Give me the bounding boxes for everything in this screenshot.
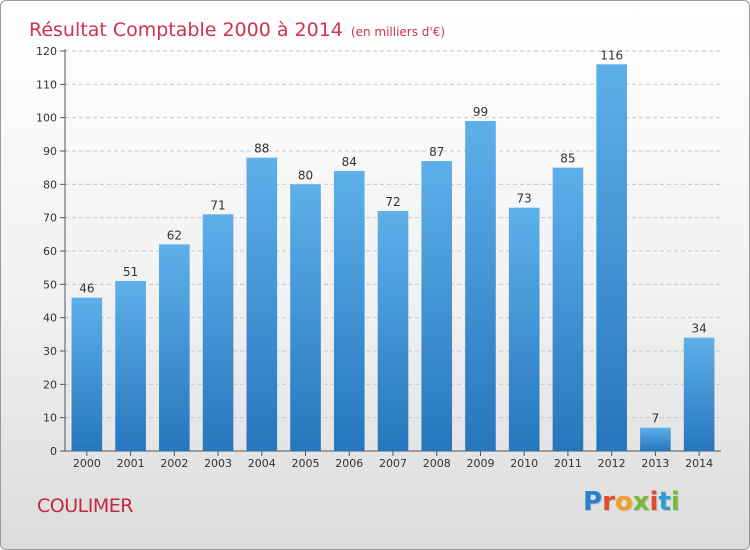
logo-letter: t bbox=[658, 487, 671, 517]
bar-2006 bbox=[333, 171, 365, 451]
bar-2004 bbox=[246, 157, 278, 451]
y-tick-label: 20 bbox=[43, 378, 57, 391]
data-label: 46 bbox=[79, 282, 94, 296]
bar-2003 bbox=[202, 214, 234, 451]
bar-2005 bbox=[290, 184, 321, 452]
data-label: 116 bbox=[600, 48, 623, 62]
bar-2000 bbox=[71, 297, 103, 451]
data-label: 99 bbox=[473, 105, 488, 119]
logo-letter: r bbox=[602, 487, 615, 517]
x-tick-label: 2012 bbox=[598, 457, 626, 470]
x-tick-label: 2004 bbox=[248, 457, 276, 470]
bar-2012 bbox=[596, 64, 627, 452]
data-label: 73 bbox=[517, 192, 532, 206]
bar-2008 bbox=[421, 161, 453, 451]
logo-letter: P bbox=[583, 487, 603, 517]
y-tick-label: 0 bbox=[50, 445, 57, 458]
bar-2013 bbox=[640, 427, 671, 451]
proxiti-logo: Proxiti bbox=[583, 487, 680, 517]
data-label: 87 bbox=[429, 145, 444, 159]
y-tick-label: 50 bbox=[43, 278, 57, 291]
y-tick-label: 80 bbox=[43, 178, 57, 191]
data-label: 85 bbox=[560, 152, 575, 166]
y-tick-label: 60 bbox=[43, 245, 57, 258]
y-tick-label: 40 bbox=[43, 312, 57, 325]
data-label: 84 bbox=[342, 155, 357, 169]
chart-subtitle: (en milliers d'€) bbox=[350, 25, 446, 39]
x-tick-label: 2014 bbox=[685, 457, 713, 470]
y-tick-label: 120 bbox=[36, 45, 57, 58]
x-tick-label: 2009 bbox=[466, 457, 494, 470]
axes: 0 10 20 30 40 50 60 70 80 90 100 110 120 2000 2001 2002… bbox=[36, 45, 721, 470]
data-label: 7 bbox=[652, 412, 660, 426]
logo-letter: o bbox=[614, 487, 633, 517]
bar-2007 bbox=[377, 211, 409, 451]
x-tick-label: 2001 bbox=[117, 457, 145, 470]
chart-title-text: Résultat Comptable 2000 à 2014 bbox=[29, 19, 343, 41]
x-tick-label: 2013 bbox=[641, 457, 669, 470]
x-tick-label: 2002 bbox=[160, 457, 188, 470]
y-tick-label: 110 bbox=[36, 78, 57, 91]
location-name: COULIMER bbox=[37, 495, 133, 517]
x-tick-label: 2006 bbox=[335, 457, 363, 470]
y-tick-label: 70 bbox=[43, 212, 57, 225]
y-tick-label: 100 bbox=[36, 112, 57, 125]
bar-2010 bbox=[508, 207, 540, 451]
y-tick-label: 30 bbox=[43, 345, 57, 358]
logo-letter: i bbox=[649, 487, 659, 517]
x-tick-label: 2007 bbox=[379, 457, 407, 470]
data-label: 72 bbox=[385, 195, 400, 209]
x-tick-label: 2010 bbox=[510, 457, 538, 470]
bar-2009 bbox=[465, 121, 496, 451]
bar-2001 bbox=[115, 281, 146, 451]
y-tick-label: 10 bbox=[43, 412, 57, 425]
data-label: 71 bbox=[210, 198, 225, 212]
x-tick-label: 2005 bbox=[292, 457, 320, 470]
bars bbox=[71, 64, 715, 452]
logo-letter: x bbox=[632, 487, 650, 517]
logo-letter: i bbox=[670, 487, 680, 517]
bar-2011 bbox=[552, 167, 584, 451]
data-labels: 46 51 62 71 88 80 84 72 87 99 73 85 116 7 34 bbox=[79, 48, 707, 425]
data-label: 80 bbox=[298, 168, 313, 182]
bar-2002 bbox=[159, 244, 190, 451]
data-label: 51 bbox=[123, 265, 138, 279]
y-tick-label: 90 bbox=[43, 145, 57, 158]
data-label: 88 bbox=[254, 142, 269, 156]
chart-title: Résultat Comptable 2000 à 2014 (en millie… bbox=[29, 6, 445, 44]
data-label: 34 bbox=[691, 322, 706, 336]
data-label: 62 bbox=[167, 228, 182, 242]
x-tick-label: 2011 bbox=[554, 457, 582, 470]
x-tick-label: 2003 bbox=[204, 457, 232, 470]
bar-2014 bbox=[683, 337, 715, 451]
x-tick-label: 2000 bbox=[73, 457, 101, 470]
x-tick-label: 2008 bbox=[423, 457, 451, 470]
